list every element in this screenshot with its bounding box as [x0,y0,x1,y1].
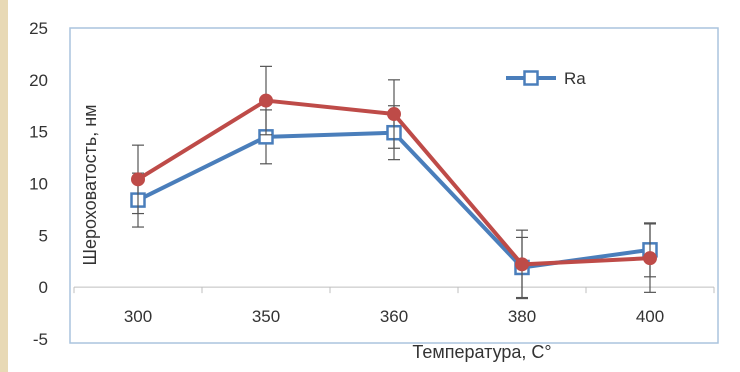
x-tick-label: 380 [508,307,536,326]
legend-swatch-marker [523,70,539,86]
data-point-circle [131,172,145,187]
data-point-circle [387,107,401,122]
legend-entry-label: Ra [564,69,586,88]
y-tick-label: -5 [33,330,48,349]
plot-frame [69,27,719,344]
x-tick-label: 300 [124,307,152,326]
x-tick-label: 400 [636,307,664,326]
x-tick-label: 360 [380,307,408,326]
data-point-circle [643,251,657,266]
legend: Ra [506,69,586,88]
y-tick-label: 25 [29,19,48,38]
data-point-circle [515,257,529,272]
y-axis-title: Шероховатость, нм [80,104,100,265]
chart-area [8,0,740,372]
data-point-circle [259,93,273,108]
x-axis [73,286,715,294]
y-tick-label: 20 [29,71,48,90]
y-tick-label: 10 [29,175,48,194]
x-axis-title: Температура, С° [412,342,551,362]
y-tick-labels: 25 20 15 10 5 0 -5 [29,19,48,349]
x-tick-label: 350 [252,307,280,326]
y-tick-label: 5 [39,226,48,245]
y-tick-label: 15 [29,123,48,142]
series-layer [130,65,658,300]
series-2 [131,65,657,300]
y-tick-label: 0 [39,278,48,297]
x-tick-labels: 300 350 360 380 400 [124,307,664,326]
